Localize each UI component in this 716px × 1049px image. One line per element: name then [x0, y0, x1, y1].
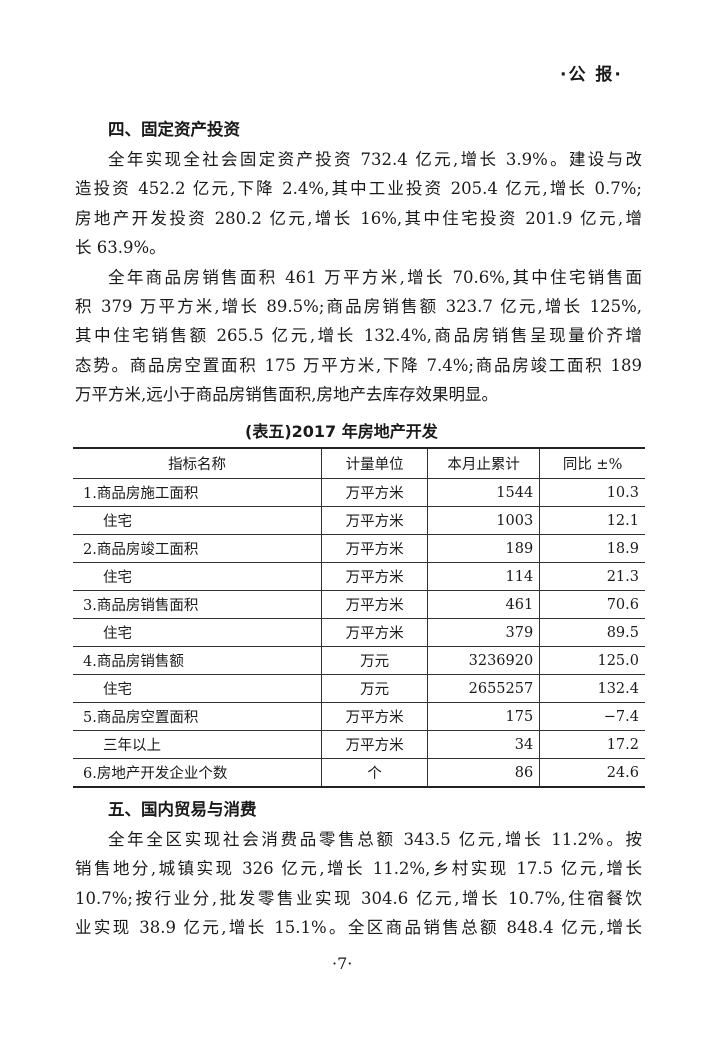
table-cell: 5.商品房空置面积 [73, 702, 322, 731]
table-cell: 万元 [321, 646, 428, 675]
column-header: 指标名称 [73, 447, 322, 479]
column-header: 本月止累计 [427, 447, 540, 479]
table-cell: 125.0 [539, 646, 645, 675]
section-heading: 五、国内贸易与消费 [108, 800, 257, 819]
text-line: 造投资 452.2 亿元,下降 2.4%,其中工业投资 205.4 亿元,增长 … [75, 179, 642, 199]
table-cell: 个 [321, 758, 428, 788]
text-line: 销售地分,城镇实现 326 亿元,增长 11.2%,乡村实现 17.5 亿元,增… [75, 859, 642, 879]
table-cell: 70.6 [539, 590, 645, 619]
header-row: 指标名称 计量单位 本月止累计 同比 ±% [73, 447, 645, 479]
table-cell: 114 [427, 562, 540, 591]
table-cell: 万平方米 [321, 730, 428, 759]
table-cell: 24.6 [539, 758, 645, 788]
table-row: 住宅 万平方米 379 89.5 [73, 618, 645, 647]
table-cell: 住宅 [73, 562, 322, 591]
table-cell: 万平方米 [321, 534, 428, 563]
table-cell: 3.商品房销售面积 [73, 590, 322, 619]
table-row: 三年以上 万平方米 34 17.2 [73, 730, 645, 759]
table-cell: 461 [427, 590, 540, 619]
table-cell: 3236920 [427, 646, 540, 675]
page-number: ·7· [332, 954, 353, 973]
table-row: 3.商品房销售面积 万平方米 461 70.6 [73, 590, 645, 619]
table-row: 住宅 万平方米 1003 12.1 [73, 506, 645, 535]
text-line: 积 379 万平方米,增长 89.5%;商品房销售额 323.7 亿元,增长 1… [75, 297, 642, 316]
section-heading: 四、固定资产投资 [108, 120, 240, 139]
text-line: 全年全区实现社会消费品零售总额 343.5 亿元,增长 11.2%。按 [108, 830, 642, 849]
table-cell: 1544 [427, 478, 540, 507]
table-row: 住宅 万平方米 114 21.3 [73, 562, 645, 591]
text-line: 10.7%;按行业分,批发零售业实现 304.6 亿元,增长 10.7%,住宿餐… [75, 888, 642, 908]
table-cell: 379 [427, 618, 540, 647]
table-cell: 住宅 [73, 618, 322, 647]
table-cell: 175 [427, 702, 540, 731]
table-cell: 12.1 [539, 506, 645, 535]
table-cell: 132.4 [539, 674, 645, 703]
table-cell: 万平方米 [321, 478, 428, 507]
table-cell: 1.商品房施工面积 [73, 478, 322, 507]
text-line: 其中住宅销售额 265.5 亿元,增长 132.4%,商品房销售呈现量价齐增 [75, 326, 642, 346]
table-cell: 6.房地产开发企业个数 [73, 758, 322, 788]
table-cell: 10.3 [539, 478, 645, 507]
table-title: (表五)2017 年房地产开发 [245, 422, 438, 441]
table-cell: −7.4 [539, 702, 645, 731]
text-line: 全年实现全社会固定资产投资 732.4 亿元,增长 3.9%。建设与改 [108, 150, 642, 169]
table-cell: 89.5 [539, 618, 645, 647]
table-cell: 2.商品房竣工面积 [73, 534, 322, 563]
table-cell: 4.商品房销售额 [73, 646, 322, 675]
data-table: 指标名称 计量单位 本月止累计 同比 ±% 1.商品房施工面积 万平方米 1544 10.3… [73, 447, 645, 788]
table-cell: 万平方米 [321, 590, 428, 619]
table-cell: 17.2 [539, 730, 645, 759]
table-cell: 34 [427, 730, 540, 759]
table-head: 指标名称 计量单位 本月止累计 同比 ±% [73, 447, 645, 479]
text-line: 长 63.9%。 [75, 238, 166, 258]
table-row: 1.商品房施工面积 万平方米 1544 10.3 [73, 478, 645, 507]
table-cell: 万平方米 [321, 506, 428, 535]
table-cell: 2655257 [427, 674, 540, 703]
running-head: ·公 报· [560, 65, 623, 85]
table-row: 6.房地产开发企业个数个 86 24.6 [73, 758, 645, 788]
table-body: 1.商品房施工面积 万平方米 1544 10.3 住宅 万平方米 1003 12.1 2.商品房… [73, 478, 645, 788]
table-cell: 86 [427, 758, 540, 788]
table-cell: 1003 [427, 506, 540, 535]
table-row: 2.商品房竣工面积 万平方米 189 18.9 [73, 534, 645, 563]
table-row: 4.商品房销售额 万元 3236920 125.0 [73, 646, 645, 675]
table-cell: 18.9 [539, 534, 645, 563]
text-line: 态势。商品房空置面积 175 万平方米,下降 7.4%;商品房竣工面积 189 [75, 355, 642, 375]
text-line: 房地产开发投资 280.2 亿元,增长 16%,其中住宅投资 201.9 亿元,… [75, 208, 642, 228]
table-cell: 三年以上 [73, 730, 322, 759]
table-cell: 21.3 [539, 562, 645, 591]
text-line: 万平方米,远小于商品房销售面积,房地产去库存效果明显。 [75, 385, 498, 405]
table-cell: 万平方米 [321, 702, 428, 731]
table-cell: 万元 [321, 674, 428, 703]
table-cell: 万平方米 [321, 618, 428, 647]
column-header: 计量单位 [321, 447, 428, 479]
table-cell: 住宅 [73, 674, 322, 703]
table-cell: 189 [427, 534, 540, 563]
table-row: 5.商品房空置面积 万平方米 175 −7.4 [73, 702, 645, 731]
table-cell: 住宅 [73, 506, 322, 535]
column-header: 同比 ±% [539, 447, 645, 479]
text-line: 全年商品房销售面积 461 万平方米,增长 70.6%,其中住宅销售面 [108, 267, 642, 287]
table-row: 住宅 万元 2655257 132.4 [73, 674, 645, 703]
table-cell: 万平方米 [321, 562, 428, 591]
text-line: 业实现 38.9 亿元,增长 15.1%。全区商品销售总额 848.4 亿元,增… [75, 918, 642, 938]
